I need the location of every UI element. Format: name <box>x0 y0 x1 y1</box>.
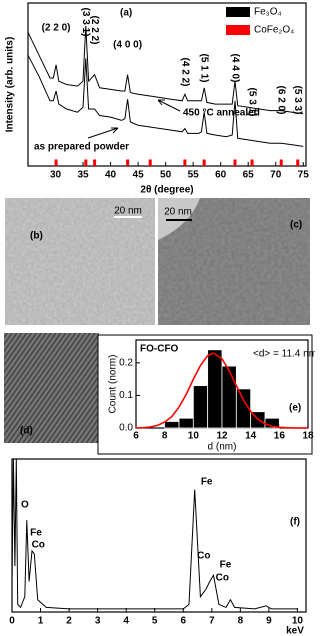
x-tick-label: 35 <box>77 170 89 181</box>
scale-bar <box>166 219 192 221</box>
histogram-bar <box>192 385 209 429</box>
panel-label: (a) <box>120 8 132 19</box>
x-tick-label: 6 <box>133 431 139 442</box>
peak-label: (5 1 1) <box>199 54 210 83</box>
peak-label: (5 3 1) <box>246 88 257 117</box>
peak-label: Co <box>197 551 210 562</box>
peak-label: Co <box>32 540 45 551</box>
xrd-curve <box>27 54 304 147</box>
x-axis-title: 2θ (degree) <box>140 185 193 196</box>
x-tick-label: 5 <box>152 616 158 627</box>
x-tick-label: 40 <box>105 170 117 181</box>
panel-b <box>5 198 155 325</box>
peak-label: (4 4 0) <box>229 54 240 83</box>
legend-label: Fe₃O₄ <box>254 7 282 18</box>
x-tick-label: 75 <box>298 170 310 181</box>
arrow <box>87 127 119 139</box>
y-axis-title: Count (norm) <box>108 355 119 414</box>
x-tick-label: 65 <box>243 170 255 181</box>
x-tick-label: 1 <box>38 616 44 627</box>
panel-label: (d) <box>20 426 33 437</box>
x-tick-label: 10 <box>292 616 304 627</box>
peak-label: (2 2 2) <box>89 16 100 45</box>
peak-label: Fe <box>201 477 213 488</box>
x-tick-label: 14 <box>245 431 257 442</box>
x-axis-title: keV <box>286 626 304 636</box>
tem-texture <box>5 198 155 325</box>
x-tick-label: 8 <box>238 616 244 627</box>
fit-curve <box>135 352 308 429</box>
peak-label: Fe <box>30 528 42 539</box>
panel-label: (e) <box>289 403 301 414</box>
histogram-bar <box>164 421 180 429</box>
peak-label: O <box>21 500 29 511</box>
histogram-bar <box>221 365 237 429</box>
x-tick-label: 18 <box>302 431 314 442</box>
scale-label: 20 nm <box>114 206 142 217</box>
x-tick-label: 8 <box>162 431 168 442</box>
peak-label: (6 2 0) <box>276 86 287 115</box>
panel-label: (c) <box>290 220 302 231</box>
x-tick-label: 50 <box>160 170 172 181</box>
scale-bar <box>114 216 142 218</box>
x-axis-title: d (nm) <box>208 442 237 453</box>
histogram-bar <box>207 349 223 429</box>
legend-swatch <box>226 7 250 17</box>
x-tick-label: 0 <box>9 616 15 627</box>
annotation: 450 °C annealed <box>183 108 260 119</box>
peak-label: (3 3 1) <box>80 8 91 37</box>
peak-label: (4 2 2) <box>179 58 190 87</box>
y-tick-label: 0.2 <box>119 357 133 368</box>
x-tick-label: 4 <box>123 616 129 627</box>
y-tick-label: 0.0 <box>119 423 133 434</box>
note: <d> = 11.4 nm <box>253 349 315 360</box>
x-tick-label: 9 <box>266 616 272 627</box>
xrd-curve <box>27 25 304 115</box>
y-axis-title: Intensity (arb. units) <box>5 37 16 133</box>
x-tick-label: 3 <box>95 616 101 627</box>
note: FO-CFO <box>140 344 179 355</box>
legend-swatch <box>226 25 250 35</box>
x-tick-label: 55 <box>188 170 200 181</box>
peak-label: Co <box>216 573 229 584</box>
scale-label: 20 nm <box>164 207 192 218</box>
peak-label: Fe <box>220 560 232 571</box>
y-tick-label: 0.1 <box>119 390 133 401</box>
plot-frame <box>27 2 307 167</box>
legend-label: CoFe₂O₄ <box>254 25 294 36</box>
peak-label: (5 3 3) <box>292 86 303 115</box>
x-tick-label: 7 <box>209 616 215 627</box>
hrtem-image <box>4 333 99 443</box>
plot-frame <box>11 458 307 613</box>
x-tick-label: 10 <box>188 431 200 442</box>
x-tick-label: 45 <box>133 170 145 181</box>
panel-label: (b) <box>30 231 43 242</box>
x-tick-label: 16 <box>274 431 286 442</box>
x-tick-label: 30 <box>50 170 62 181</box>
x-tick-label: 12 <box>216 431 228 442</box>
peak-label: (4 0 0) <box>113 40 142 51</box>
annotation: as prepared powder <box>34 142 129 153</box>
histogram-bar <box>235 388 252 429</box>
x-tick-label: 70 <box>270 170 282 181</box>
peak-label: (2 2 0) <box>42 23 71 34</box>
panel-c <box>158 198 310 325</box>
x-tick-label: 6 <box>180 616 186 627</box>
histogram-bar <box>178 417 194 429</box>
x-tick-label: 60 <box>215 170 227 181</box>
x-tick-label: 2 <box>66 616 72 627</box>
arrow <box>157 99 181 112</box>
edx-spectrum <box>11 458 298 610</box>
panel-d <box>4 333 99 443</box>
panel-label: (f) <box>290 517 300 528</box>
